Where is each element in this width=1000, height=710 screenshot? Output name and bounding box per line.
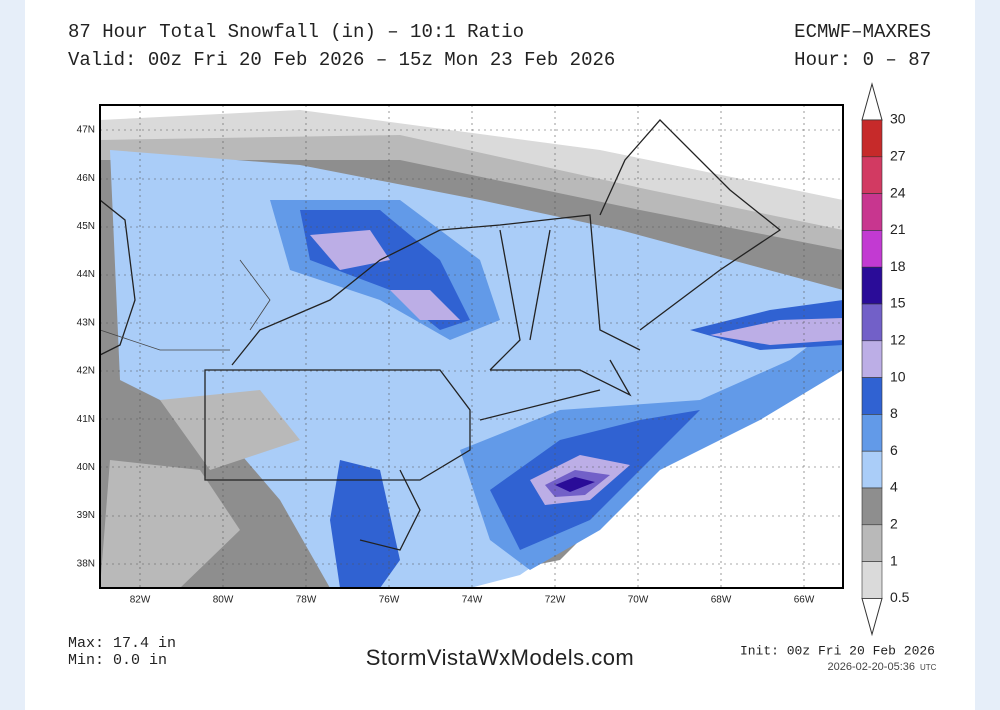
lon-label: 78W (296, 595, 317, 606)
lat-label: 38N (77, 558, 95, 569)
colorbar-top-cap (861, 82, 883, 121)
hour-range: Hour: 0 – 87 (794, 49, 931, 71)
lat-label: 46N (77, 173, 95, 184)
colorbar-band (861, 156, 883, 194)
timestamp: 2026-02-20-05:36 (828, 661, 915, 673)
colorbar-label: 2 (890, 516, 898, 532)
lat-label: 43N (77, 317, 95, 328)
lat-label: 44N (77, 269, 95, 280)
colorbar-label: 21 (890, 221, 906, 237)
lon-label: 82W (130, 595, 151, 606)
lat-labels: 47N 46N 45N 44N 43N 42N 41N 40N 39N 38N (77, 125, 95, 570)
colorbar-band (861, 414, 883, 452)
colorbar-label: 8 (890, 405, 898, 421)
utc-label: UTC (920, 663, 937, 672)
colorbar-bottom-cap (861, 597, 883, 637)
colorbar-label: 4 (890, 479, 898, 495)
lon-label: 80W (213, 595, 234, 606)
lon-label: 76W (379, 595, 400, 606)
lon-label: 70W (628, 595, 649, 606)
lon-label: 74W (462, 595, 483, 606)
lat-label: 45N (77, 221, 95, 232)
colorbar-label: 15 (890, 295, 906, 311)
colorbar-band (861, 340, 883, 378)
colorbar-label: 1 (890, 552, 898, 568)
colorbar-band (861, 487, 883, 526)
valid-range: Valid: 00z Fri 20 Feb 2026 – 15z Mon 23 … (68, 49, 615, 71)
colorbar-label: 24 (890, 184, 906, 200)
lat-label: 42N (77, 366, 95, 377)
colorbar-label: 6 (890, 442, 898, 458)
colorbar-band (861, 193, 883, 231)
colorbar-label: 18 (890, 258, 906, 274)
snowfall-field (100, 105, 843, 588)
colorbar-band (861, 266, 883, 305)
title: 87 Hour Total Snowfall (in) – 10:1 Ratio (68, 21, 524, 43)
init-time: Init: 00z Fri 20 Feb 2026 (740, 643, 935, 658)
lat-label: 40N (77, 462, 95, 473)
model-name: ECMWF–MAXRES (794, 21, 931, 43)
lat-label: 41N (77, 414, 95, 425)
colorbar-band (861, 450, 883, 489)
max-value: Max: 17.4 in (68, 635, 176, 652)
colorbar-label: 10 (890, 368, 906, 384)
min-value: Min: 0.0 in (68, 652, 167, 669)
colorbar-band (861, 119, 883, 158)
lon-label: 66W (794, 595, 815, 606)
colorbar-band (861, 230, 883, 268)
colorbar-band (861, 303, 883, 342)
map-frame (99, 104, 844, 589)
colorbar-band (861, 561, 883, 599)
colorbar-label: 30 (890, 111, 906, 127)
lon-label: 72W (545, 595, 566, 606)
colorbar-band (861, 524, 883, 562)
colorbar-label: 12 (890, 332, 906, 348)
colorbar-label: 0.5 (890, 589, 910, 605)
lon-labels: 82W 80W 78W 76W 74W 72W 70W 68W 66W (130, 595, 815, 606)
lat-label: 39N (77, 510, 95, 521)
lat-label: 47N (77, 125, 95, 136)
site-name: StormVistaWxModels.com (366, 645, 635, 670)
colorbar-label: 27 (890, 148, 906, 164)
colorbar-band (861, 377, 883, 415)
lon-label: 68W (711, 595, 732, 606)
